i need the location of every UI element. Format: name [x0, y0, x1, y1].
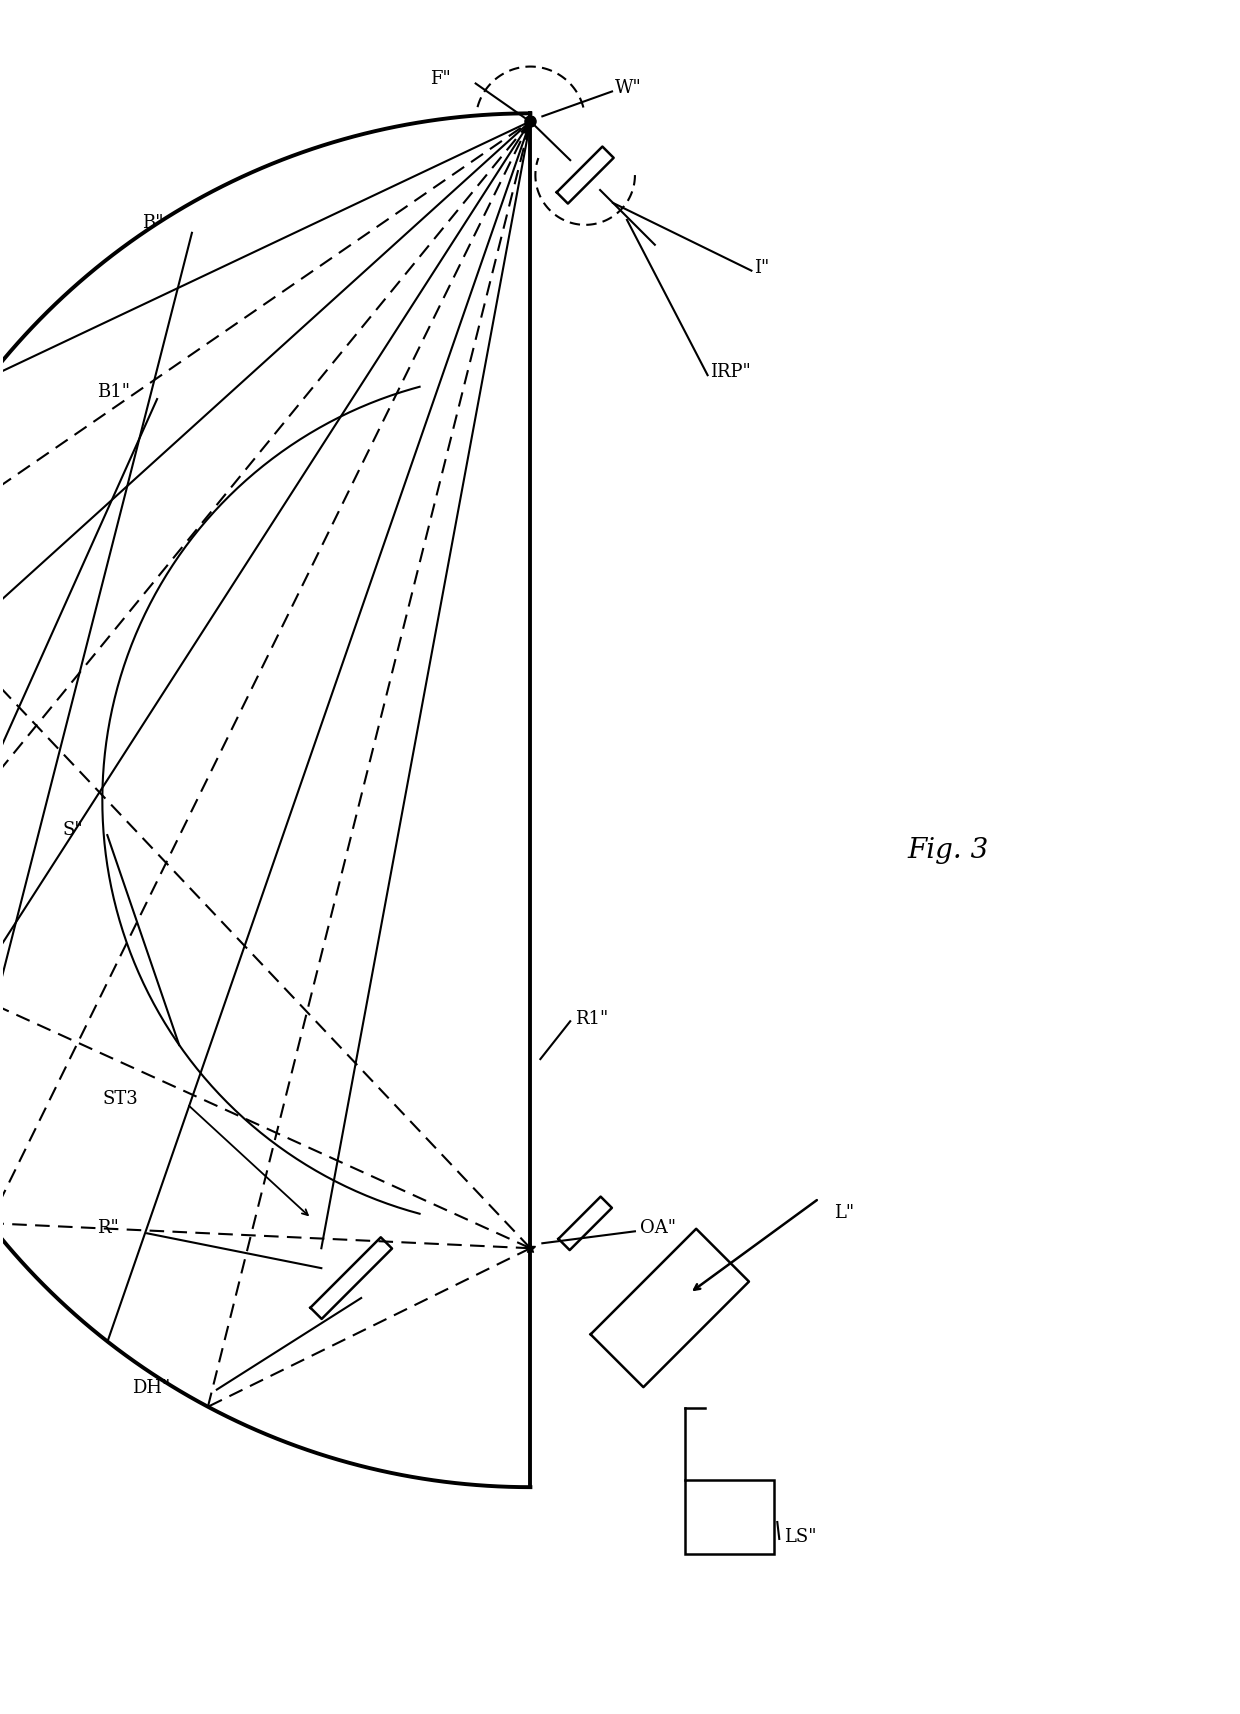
Text: R": R"	[98, 1219, 119, 1238]
Text: IRP": IRP"	[709, 363, 750, 381]
Text: I": I"	[754, 259, 770, 276]
Text: Fig. 3: Fig. 3	[908, 836, 990, 864]
Text: R1": R1"	[575, 1010, 609, 1028]
Text: DH": DH"	[133, 1378, 170, 1397]
Text: W": W"	[615, 79, 642, 98]
Bar	[684, 1479, 774, 1555]
Text: L": L"	[835, 1205, 854, 1222]
Text: B": B"	[143, 214, 164, 231]
Text: LS": LS"	[784, 1527, 817, 1546]
Text: OA": OA"	[640, 1219, 676, 1238]
Text: S": S"	[62, 821, 83, 840]
Text: ST3: ST3	[103, 1090, 138, 1107]
Text: B1": B1"	[98, 384, 130, 401]
Text: F": F"	[430, 70, 451, 87]
